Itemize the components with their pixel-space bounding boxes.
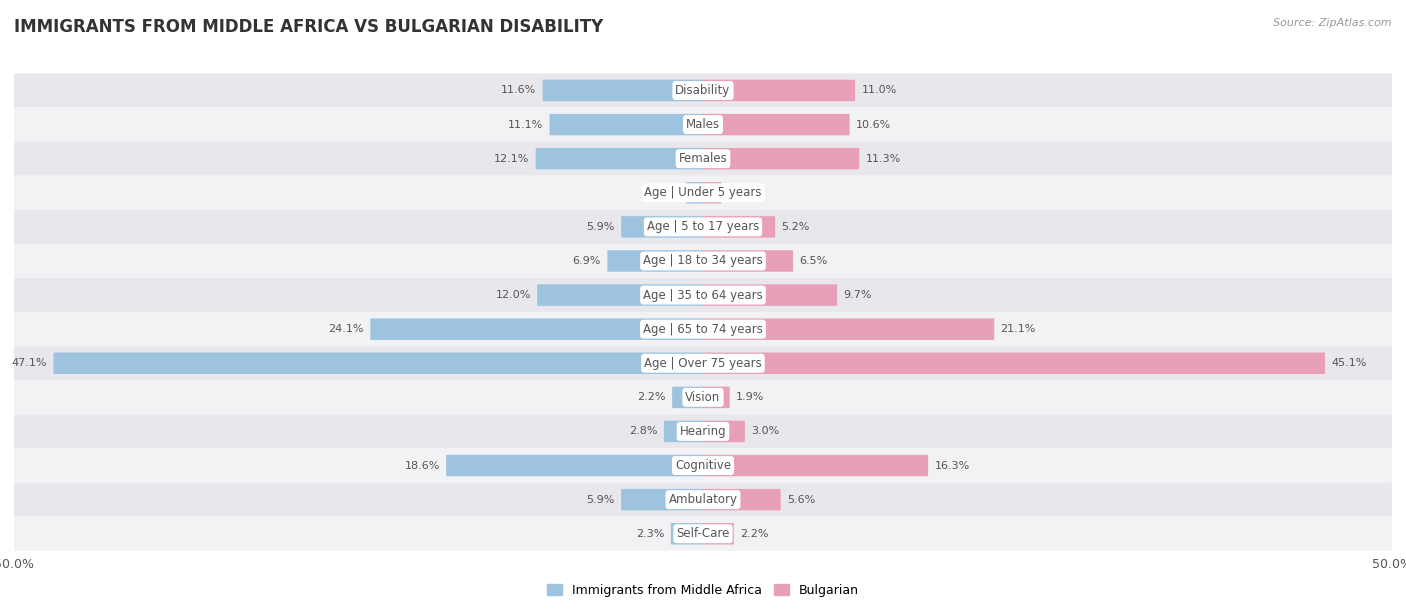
FancyBboxPatch shape xyxy=(686,182,703,204)
FancyBboxPatch shape xyxy=(703,80,855,101)
Text: 1.2%: 1.2% xyxy=(651,188,679,198)
Text: 2.2%: 2.2% xyxy=(740,529,769,539)
FancyBboxPatch shape xyxy=(446,455,703,476)
FancyBboxPatch shape xyxy=(621,489,703,510)
Text: 11.0%: 11.0% xyxy=(862,86,897,95)
Text: Hearing: Hearing xyxy=(679,425,727,438)
Text: 16.3%: 16.3% xyxy=(935,461,970,471)
FancyBboxPatch shape xyxy=(550,114,703,135)
Text: 2.2%: 2.2% xyxy=(637,392,666,402)
FancyBboxPatch shape xyxy=(703,318,994,340)
FancyBboxPatch shape xyxy=(14,346,1392,380)
FancyBboxPatch shape xyxy=(703,114,849,135)
Text: 11.1%: 11.1% xyxy=(508,119,543,130)
Text: 6.9%: 6.9% xyxy=(572,256,600,266)
FancyBboxPatch shape xyxy=(607,250,703,272)
Text: Age | 65 to 74 years: Age | 65 to 74 years xyxy=(643,323,763,335)
FancyBboxPatch shape xyxy=(703,182,721,204)
FancyBboxPatch shape xyxy=(536,148,703,170)
FancyBboxPatch shape xyxy=(703,250,793,272)
FancyBboxPatch shape xyxy=(703,455,928,476)
Text: Males: Males xyxy=(686,118,720,131)
Text: 10.6%: 10.6% xyxy=(856,119,891,130)
FancyBboxPatch shape xyxy=(14,380,1392,414)
FancyBboxPatch shape xyxy=(14,176,1392,210)
Text: 5.9%: 5.9% xyxy=(586,494,614,505)
Text: Age | 5 to 17 years: Age | 5 to 17 years xyxy=(647,220,759,233)
FancyBboxPatch shape xyxy=(14,108,1392,141)
FancyBboxPatch shape xyxy=(14,210,1392,244)
FancyBboxPatch shape xyxy=(703,148,859,170)
Text: Age | 35 to 64 years: Age | 35 to 64 years xyxy=(643,289,763,302)
Text: 24.1%: 24.1% xyxy=(329,324,364,334)
Text: 1.3%: 1.3% xyxy=(728,188,756,198)
Text: 47.1%: 47.1% xyxy=(11,358,48,368)
FancyBboxPatch shape xyxy=(14,244,1392,278)
FancyBboxPatch shape xyxy=(543,80,703,101)
FancyBboxPatch shape xyxy=(703,523,734,545)
FancyBboxPatch shape xyxy=(664,420,703,442)
FancyBboxPatch shape xyxy=(703,353,1324,374)
FancyBboxPatch shape xyxy=(14,73,1392,108)
Text: Cognitive: Cognitive xyxy=(675,459,731,472)
FancyBboxPatch shape xyxy=(14,141,1392,176)
FancyBboxPatch shape xyxy=(53,353,703,374)
Text: 6.5%: 6.5% xyxy=(800,256,828,266)
Text: Age | 18 to 34 years: Age | 18 to 34 years xyxy=(643,255,763,267)
Text: Disability: Disability xyxy=(675,84,731,97)
Text: 2.3%: 2.3% xyxy=(636,529,665,539)
Text: Vision: Vision xyxy=(685,391,721,404)
Text: 2.8%: 2.8% xyxy=(628,427,658,436)
Text: 9.7%: 9.7% xyxy=(844,290,872,300)
Text: 11.3%: 11.3% xyxy=(866,154,901,163)
FancyBboxPatch shape xyxy=(703,489,780,510)
Text: Source: ZipAtlas.com: Source: ZipAtlas.com xyxy=(1274,18,1392,28)
Text: Self-Care: Self-Care xyxy=(676,528,730,540)
FancyBboxPatch shape xyxy=(14,449,1392,483)
Text: Age | Over 75 years: Age | Over 75 years xyxy=(644,357,762,370)
FancyBboxPatch shape xyxy=(370,318,703,340)
FancyBboxPatch shape xyxy=(14,312,1392,346)
Text: 12.1%: 12.1% xyxy=(494,154,530,163)
Legend: Immigrants from Middle Africa, Bulgarian: Immigrants from Middle Africa, Bulgarian xyxy=(541,579,865,602)
FancyBboxPatch shape xyxy=(14,414,1392,449)
FancyBboxPatch shape xyxy=(14,278,1392,312)
Text: 5.2%: 5.2% xyxy=(782,222,810,232)
FancyBboxPatch shape xyxy=(703,387,730,408)
FancyBboxPatch shape xyxy=(672,387,703,408)
Text: Females: Females xyxy=(679,152,727,165)
FancyBboxPatch shape xyxy=(14,517,1392,551)
FancyBboxPatch shape xyxy=(537,285,703,306)
Text: 5.6%: 5.6% xyxy=(787,494,815,505)
FancyBboxPatch shape xyxy=(14,483,1392,517)
Text: 5.9%: 5.9% xyxy=(586,222,614,232)
FancyBboxPatch shape xyxy=(621,216,703,237)
Text: 3.0%: 3.0% xyxy=(751,427,779,436)
Text: 45.1%: 45.1% xyxy=(1331,358,1367,368)
Text: 21.1%: 21.1% xyxy=(1001,324,1036,334)
Text: IMMIGRANTS FROM MIDDLE AFRICA VS BULGARIAN DISABILITY: IMMIGRANTS FROM MIDDLE AFRICA VS BULGARI… xyxy=(14,18,603,36)
Text: 1.9%: 1.9% xyxy=(737,392,765,402)
Text: Age | Under 5 years: Age | Under 5 years xyxy=(644,186,762,200)
FancyBboxPatch shape xyxy=(703,420,745,442)
Text: 18.6%: 18.6% xyxy=(405,461,440,471)
Text: 11.6%: 11.6% xyxy=(501,86,536,95)
Text: 12.0%: 12.0% xyxy=(495,290,531,300)
FancyBboxPatch shape xyxy=(671,523,703,545)
Text: Ambulatory: Ambulatory xyxy=(668,493,738,506)
FancyBboxPatch shape xyxy=(703,216,775,237)
FancyBboxPatch shape xyxy=(703,285,837,306)
